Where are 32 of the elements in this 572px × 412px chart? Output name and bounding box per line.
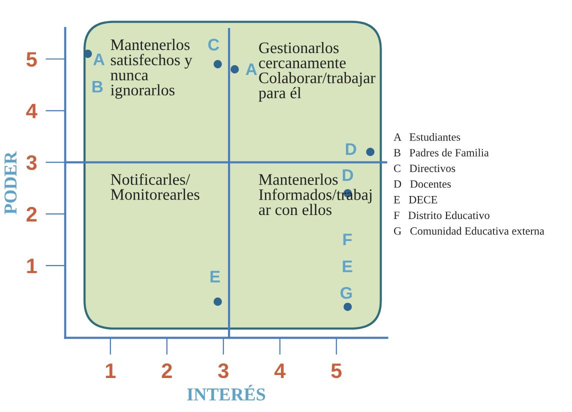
annotation: Mantenerlos satisfechos y nunca ignorarlos	[110, 38, 192, 99]
annotation: E	[342, 260, 352, 272]
text: D Docentes	[394, 180, 451, 188]
text: G Comunidad Educativa externa	[394, 226, 544, 235]
text: E DECE	[394, 196, 438, 204]
y-tick-label: 2	[26, 206, 37, 222]
y-axis-title: PODER	[4, 151, 17, 214]
y-tick-label: 4	[26, 104, 38, 118]
y-tick-label: 5	[26, 52, 37, 67]
data-label: D	[346, 143, 356, 155]
annotation: Notificarles/ Monitorearles	[110, 173, 200, 200]
data-label: A	[93, 54, 104, 66]
data-label: G	[340, 287, 352, 299]
text: F Distrito Educativo	[394, 211, 490, 220]
annotation: F	[343, 234, 352, 246]
x-tick-label: 3	[218, 363, 228, 378]
annotation: B	[92, 80, 103, 92]
x-tick-label: 5	[331, 364, 342, 378]
data-label: A	[246, 64, 257, 76]
text: B Padres de Familia	[394, 148, 489, 156]
data-label: C	[208, 38, 220, 51]
y-tick-label: 1	[27, 258, 37, 274]
text: A Estudiantes	[394, 132, 460, 141]
x-axis-title: INTERÉS	[187, 384, 266, 401]
x-tick-label: 4	[274, 364, 286, 378]
annotation: Gestionarlos cercanamente Colaborar/trabajar para él	[258, 42, 376, 102]
data-label: D	[342, 169, 354, 181]
x-tick-label: 1	[106, 364, 116, 378]
y-tick-label: 3	[26, 155, 37, 170]
data-label: E	[210, 270, 220, 282]
x-tick-label: 2	[162, 363, 172, 378]
text: C Directivos	[394, 164, 456, 172]
